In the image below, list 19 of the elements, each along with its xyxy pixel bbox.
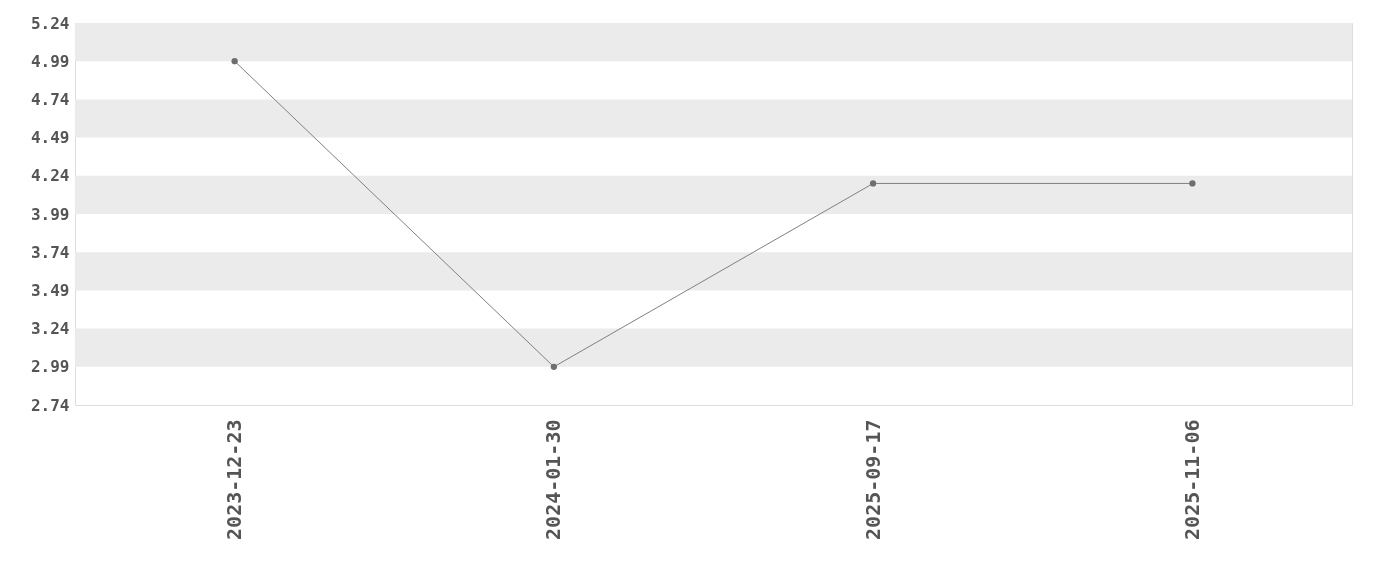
point <box>1189 180 1196 187</box>
x-tick-label: 2025-11-06 <box>1179 419 1204 540</box>
y-tick-label: 4.49 <box>30 128 70 148</box>
y-tick-label: 2.99 <box>30 357 70 377</box>
y-tick-label: 3.49 <box>30 280 70 300</box>
point <box>231 58 238 65</box>
point <box>550 363 558 370</box>
y-tick-label: 3.24 <box>30 319 70 339</box>
y-tick-label: 4.74 <box>30 89 70 109</box>
y-tick-label: 3.99 <box>30 204 70 224</box>
y-tick-label: 4.24 <box>30 166 70 186</box>
x-tick-label: 2024-01-30 <box>541 419 566 540</box>
x-tick-label: 2023-12-23 <box>222 419 247 540</box>
y-tick-label: 4.99 <box>30 51 70 71</box>
point <box>869 180 877 187</box>
y-tick-label: 3.74 <box>30 242 70 262</box>
y-tick-label: 5.24 <box>30 13 70 33</box>
x-tick-label: 2025-09-17 <box>860 419 885 540</box>
y-tick-label: 2.74 <box>30 395 70 415</box>
